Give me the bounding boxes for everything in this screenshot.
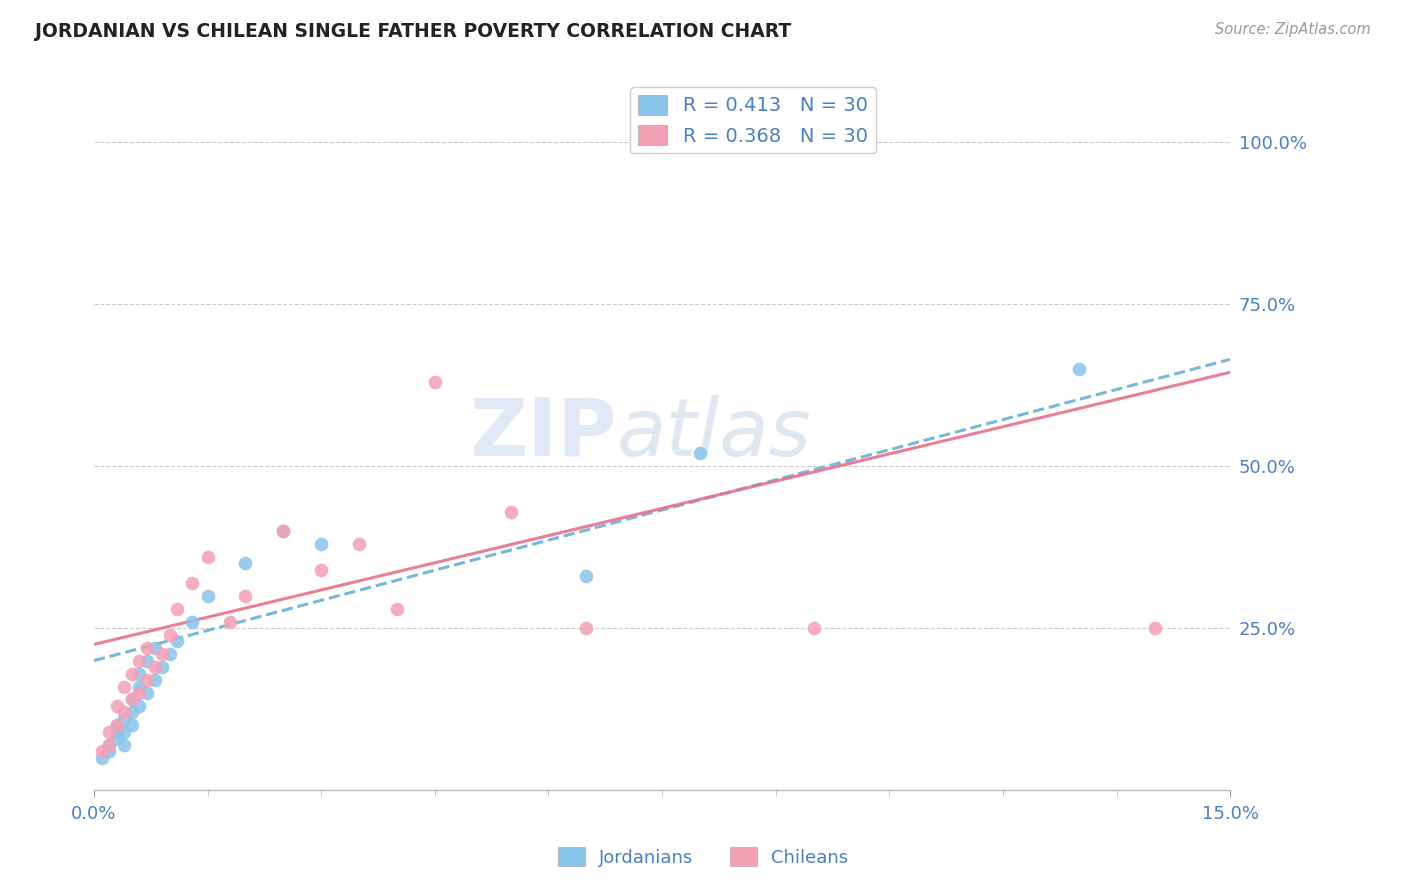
Point [235,557,257,571]
Point [235,589,257,603]
Point [181,615,204,629]
Point [219,615,242,629]
Point [136,640,159,655]
Point [136,686,159,700]
Point [385,601,408,615]
Point [121,666,143,681]
Point [197,549,219,564]
Point [136,673,159,687]
Point [112,680,135,694]
Point [1067,362,1090,376]
Point [159,628,181,642]
Point [121,706,143,720]
Point [128,654,150,668]
Point [197,589,219,603]
Text: atlas: atlas [617,395,811,473]
Point [98,738,121,752]
Text: Source: ZipAtlas.com: Source: ZipAtlas.com [1215,22,1371,37]
Legend: Jordanians, Chileans: Jordanians, Chileans [551,840,855,874]
Point [150,660,173,674]
Point [150,647,173,661]
Point [98,738,121,752]
Point [98,724,121,739]
Point [499,505,522,519]
Point [575,569,598,583]
Point [309,537,332,551]
Point [112,738,135,752]
Point [128,698,150,713]
Point [105,724,128,739]
Point [166,634,188,648]
Point [105,718,128,732]
Point [273,524,295,538]
Point [128,686,150,700]
Point [112,712,135,726]
Point [423,375,446,389]
Point [1143,621,1166,635]
Point [121,692,143,706]
Point [105,718,128,732]
Point [121,718,143,732]
Point [347,537,370,551]
Point [143,660,166,674]
Point [309,563,332,577]
Point [105,698,128,713]
Point [105,731,128,746]
Point [689,446,711,460]
Legend: R = 0.413   N = 30, R = 0.368   N = 30: R = 0.413 N = 30, R = 0.368 N = 30 [630,87,876,153]
Point [575,621,598,635]
Point [121,692,143,706]
Point [90,744,112,758]
Text: ZIP: ZIP [470,395,617,473]
Point [143,640,166,655]
Point [166,601,188,615]
Point [98,744,121,758]
Point [159,647,181,661]
Point [143,673,166,687]
Point [803,621,825,635]
Point [128,666,150,681]
Point [273,524,295,538]
Point [112,706,135,720]
Text: JORDANIAN VS CHILEAN SINGLE FATHER POVERTY CORRELATION CHART: JORDANIAN VS CHILEAN SINGLE FATHER POVER… [35,22,792,41]
Point [136,654,159,668]
Point [90,751,112,765]
Point [112,724,135,739]
Point [128,680,150,694]
Point [181,575,204,590]
